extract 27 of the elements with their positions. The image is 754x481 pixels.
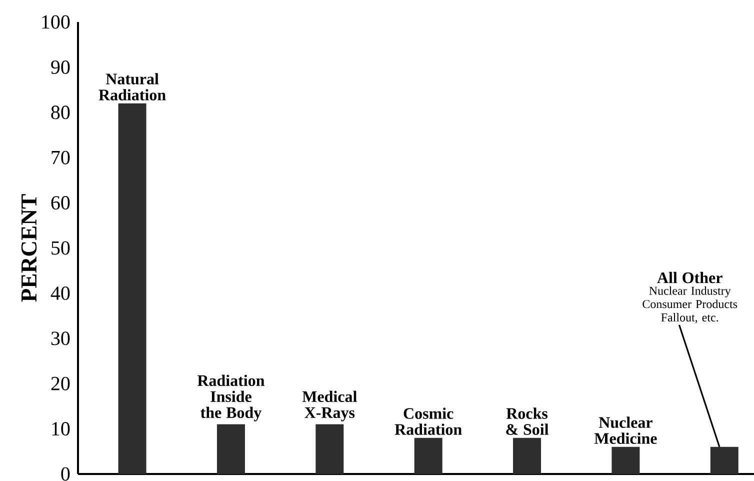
y-tick-label: 70 bbox=[52, 150, 70, 164]
x-tick-label: Medical X-Rays bbox=[302, 390, 357, 422]
y-tick-label: 90 bbox=[51, 60, 70, 74]
y-tick-label: 10 bbox=[52, 422, 70, 436]
bar bbox=[118, 103, 146, 474]
y-tick-label: 80 bbox=[51, 106, 70, 120]
bar bbox=[513, 438, 542, 474]
bar bbox=[710, 446, 738, 474]
x-tick-label: Natural Radiation bbox=[98, 73, 166, 100]
x-tick-label: All Other bbox=[657, 272, 722, 284]
y-tick-label: 60 bbox=[51, 196, 70, 210]
y-tick-label: 40 bbox=[50, 286, 70, 300]
bar bbox=[316, 424, 344, 474]
y-tick-label: 50 bbox=[52, 241, 70, 255]
x-tick-label: Cosmic Radiation bbox=[394, 408, 462, 435]
y-axis-title: PERCENT bbox=[21, 194, 37, 302]
y-tick-label: 20 bbox=[51, 376, 70, 390]
bar bbox=[612, 446, 640, 474]
y-tick-label: 0 bbox=[61, 467, 70, 481]
x-tick-label: Radiation Inside the Body bbox=[197, 374, 265, 422]
x-tick-label: Nuclear Medicine bbox=[594, 416, 657, 444]
y-tick-label: 30 bbox=[51, 332, 70, 346]
y-tick-label: 100 bbox=[42, 15, 70, 29]
annotation: Nuclear Industry Consumer Products Fallout, etc. bbox=[642, 286, 738, 324]
x-tick-label: Rocks & Soil bbox=[506, 408, 549, 435]
bar bbox=[216, 424, 245, 474]
bar bbox=[414, 438, 442, 474]
